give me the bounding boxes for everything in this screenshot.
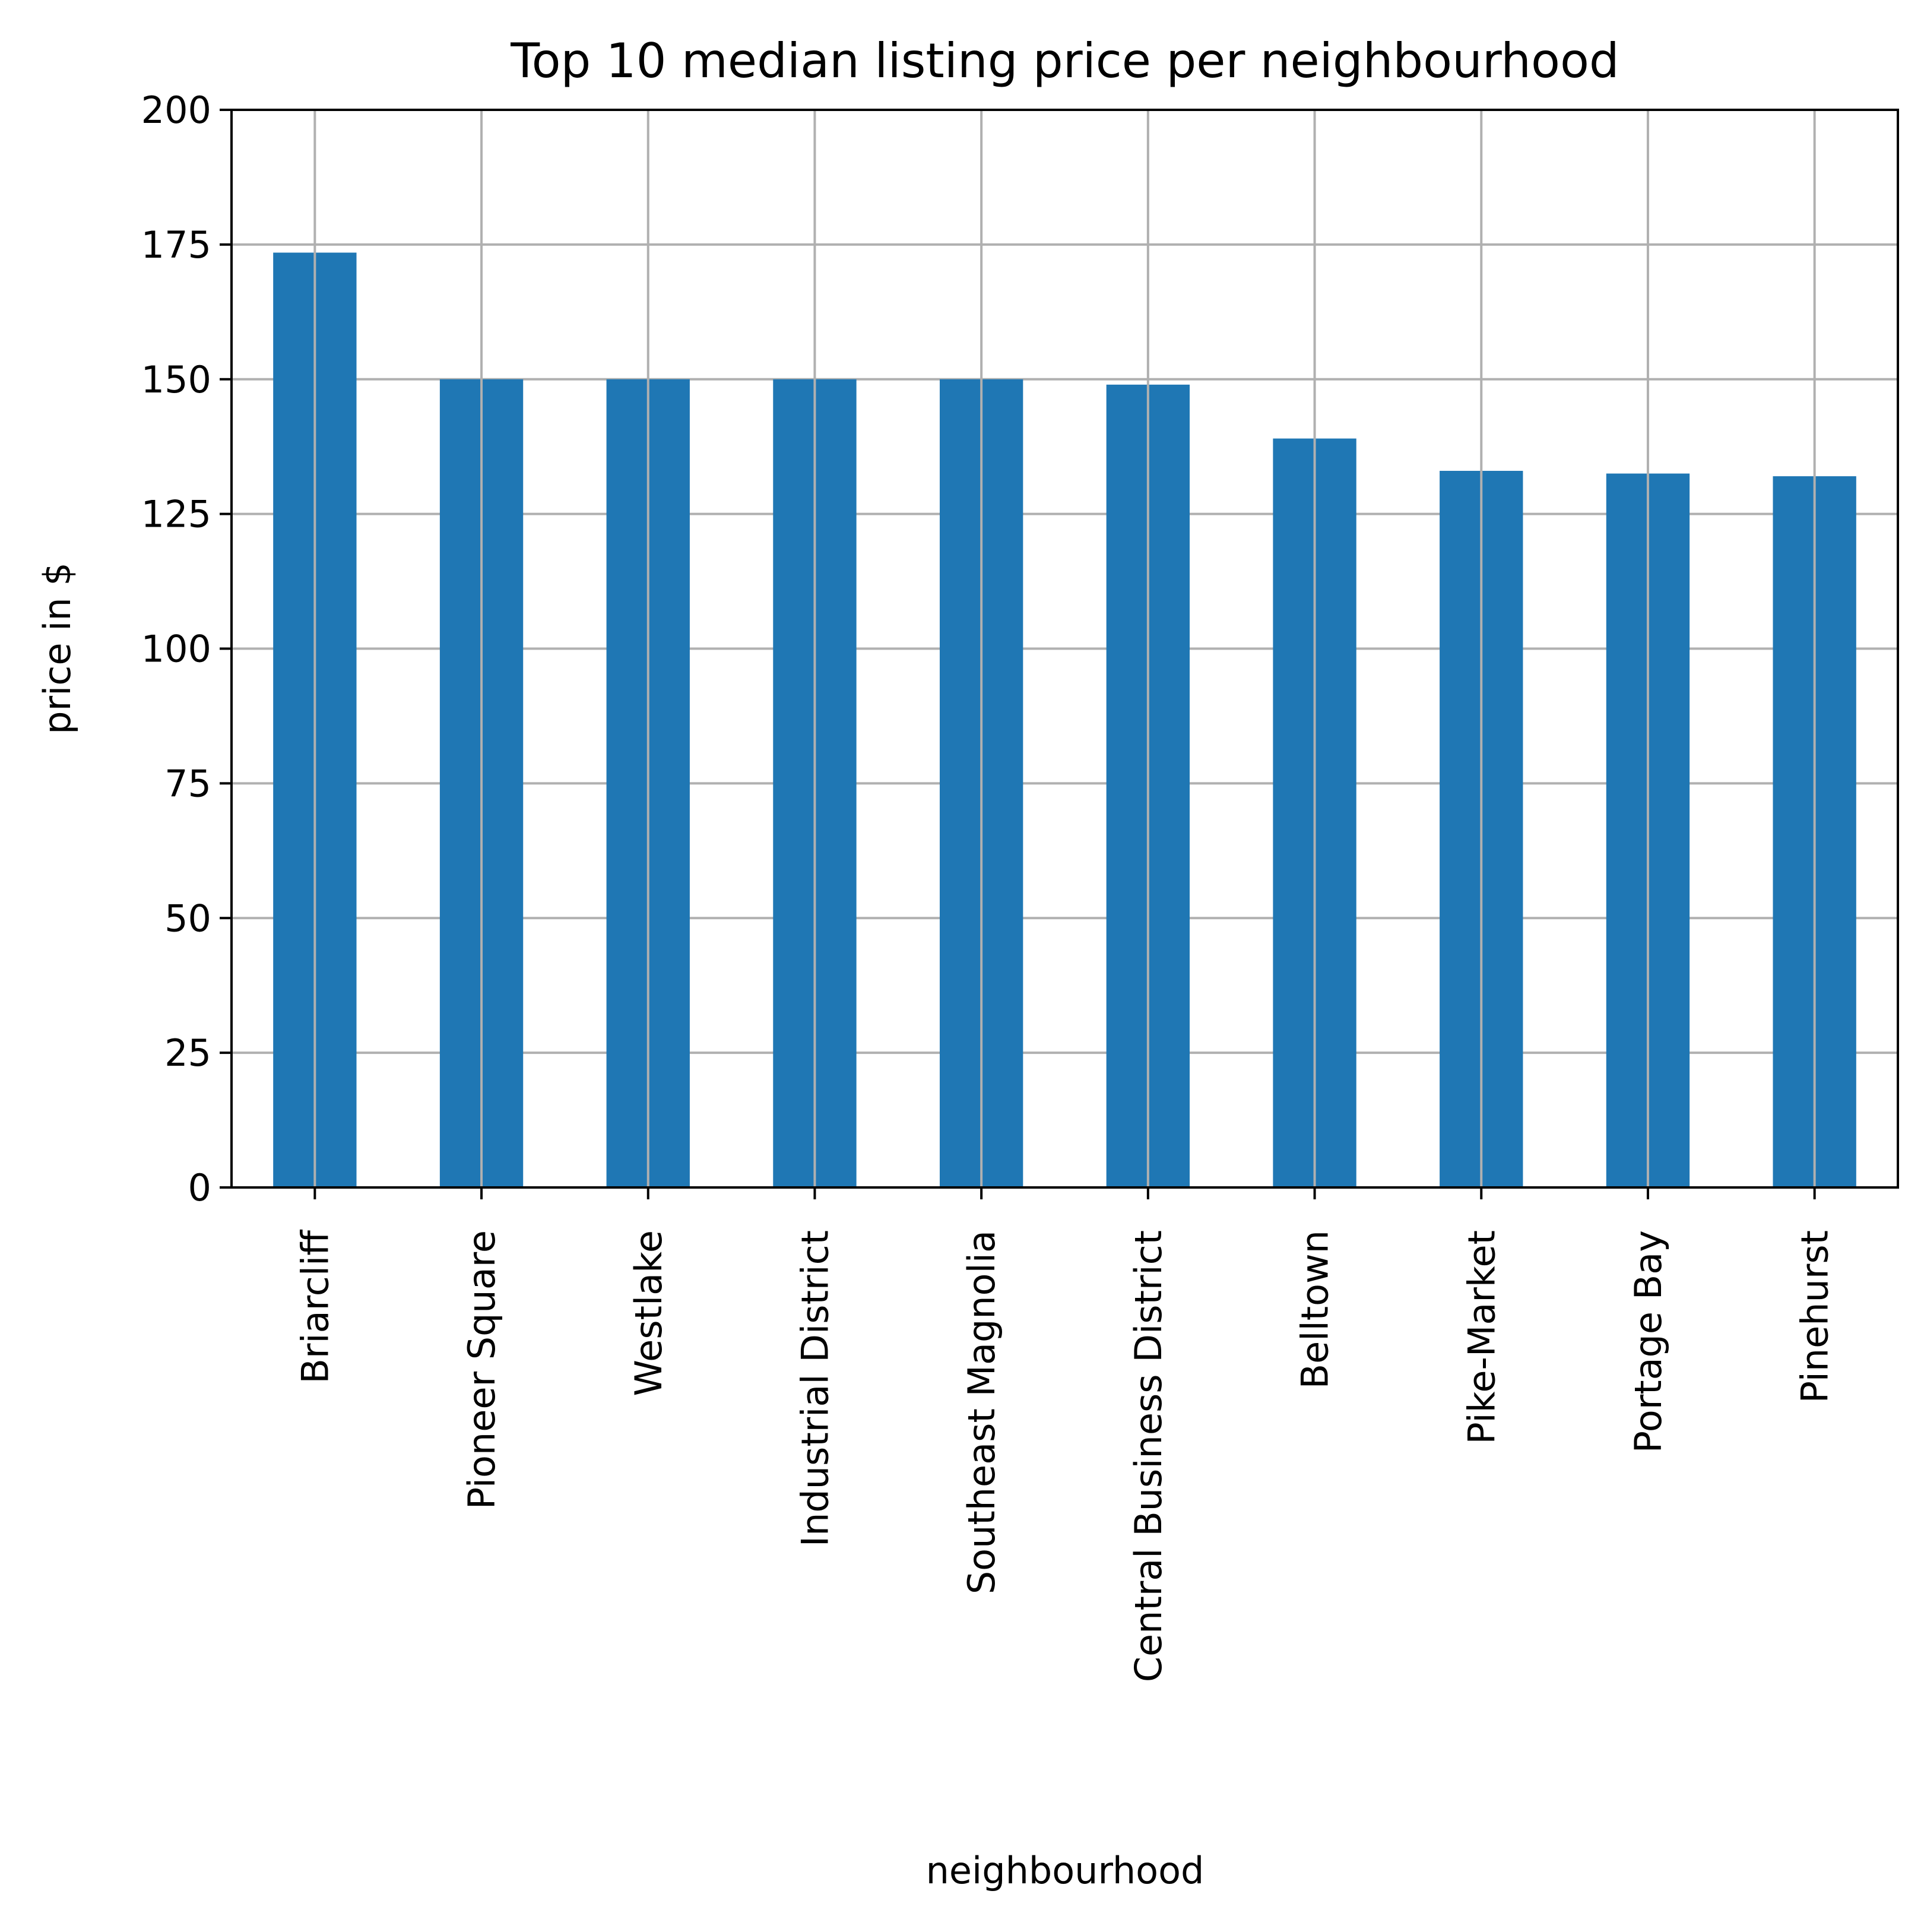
x-tick-label: Pinehurst xyxy=(1793,1230,1837,1403)
x-tick-label: Belltown xyxy=(1294,1230,1337,1389)
y-tick-label: 150 xyxy=(141,358,211,401)
y-tick-label: 175 xyxy=(141,223,211,267)
y-tick-label: 125 xyxy=(141,493,211,536)
y-axis-label: price in $ xyxy=(36,562,79,734)
y-tick-label: 0 xyxy=(188,1166,211,1209)
x-tick-label: Industrial District xyxy=(793,1230,836,1547)
y-tick-label: 50 xyxy=(164,897,211,940)
x-axis-ticks: Briarcliff Pioneer Square Westlake Industri… xyxy=(293,1187,1837,1682)
x-tick-label: Pioneer Square xyxy=(460,1230,503,1509)
vertical-grid-lines xyxy=(313,110,1816,1187)
x-tick-label: Central Business District xyxy=(1127,1230,1170,1682)
x-tick-label: Westlake xyxy=(627,1230,670,1396)
y-tick-label: 75 xyxy=(164,762,211,805)
y-tick-label: 200 xyxy=(141,88,211,132)
x-tick-label: Southeast Magnolia xyxy=(960,1230,1003,1594)
x-tick-label: Pike-Market xyxy=(1460,1230,1503,1445)
x-tick-label: Briarcliff xyxy=(293,1230,337,1384)
y-axis-ticks: 0 25 50 75 100 125 150 175 200 xyxy=(141,88,232,1209)
x-axis-label: neighbourhood xyxy=(926,1849,1205,1892)
y-tick-label: 25 xyxy=(164,1031,211,1075)
x-tick-label: Portage Bay xyxy=(1627,1230,1670,1453)
y-tick-label: 100 xyxy=(141,628,211,671)
bars xyxy=(273,252,1856,1188)
chart-title: Top 10 median listing price per neighbou… xyxy=(510,33,1619,88)
